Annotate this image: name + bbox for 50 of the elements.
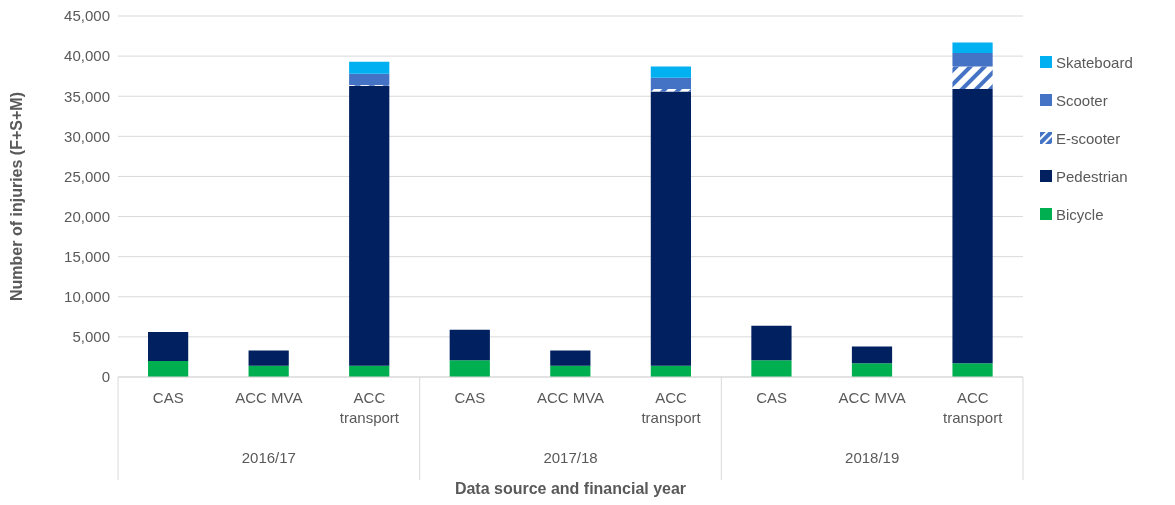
y-tick-label: 30,000: [64, 127, 110, 145]
x-axis-title: Data source and financial year: [453, 480, 688, 498]
bar: [248, 350, 289, 366]
y-tick-label: 35,000: [64, 87, 110, 105]
text: 2018/19: [845, 449, 900, 466]
legend-label: Bicycle: [1056, 205, 1104, 223]
bar: [851, 346, 893, 364]
bar: [650, 91, 691, 366]
x-tick-label: ACC MVA: [536, 389, 605, 406]
legend-label: Pedestrian: [1056, 167, 1128, 185]
bar: [851, 363, 893, 377]
bar: [650, 66, 691, 78]
bar: [751, 325, 792, 361]
legend-label: Skateboard: [1056, 53, 1133, 71]
text: 2017/18: [543, 449, 598, 466]
y-axis-title: Number of injuries (F+S+M): [7, 92, 25, 301]
y-tick-label: 5,000: [72, 328, 110, 346]
bar: [349, 61, 390, 74]
bar: [952, 363, 993, 377]
bar: [952, 66, 993, 89]
x-tick-label: CAS: [454, 389, 486, 406]
bar: [148, 360, 189, 377]
x-tick-label: ACC MVA: [235, 389, 303, 406]
legend-label: Scooter: [1056, 91, 1108, 109]
bar: [952, 89, 993, 364]
x-tick-label: ACC transport: [641, 389, 702, 426]
bar: [650, 77, 691, 89]
bar: [751, 360, 792, 377]
x-tick-label: ACC transport: [339, 389, 400, 426]
y-tick-label: 40,000: [64, 47, 110, 65]
bar: [550, 350, 591, 366]
y-tick-label: 0: [101, 368, 110, 386]
text: 2016/17: [241, 449, 296, 466]
x-tick-label: CAS: [756, 389, 788, 406]
y-tick-label: 45,000: [64, 7, 110, 25]
x-tick-label: CAS: [152, 389, 184, 406]
y-tick-label: 20,000: [64, 207, 110, 225]
bar: [349, 85, 390, 366]
y-tick-label: 15,000: [64, 247, 110, 265]
y-tick-label: 25,000: [64, 167, 110, 185]
y-tick-label: 10,000: [64, 288, 110, 306]
bar: [952, 52, 993, 67]
bar: [449, 360, 490, 377]
bar: [349, 73, 390, 85]
x-tick-label: ACC MVA: [838, 389, 906, 406]
text: E-scooter: [1056, 129, 1121, 147]
x-tick-label: ACC transport: [943, 389, 1004, 426]
bar: [449, 329, 490, 361]
bar: [148, 332, 189, 361]
bar: [952, 42, 993, 53]
